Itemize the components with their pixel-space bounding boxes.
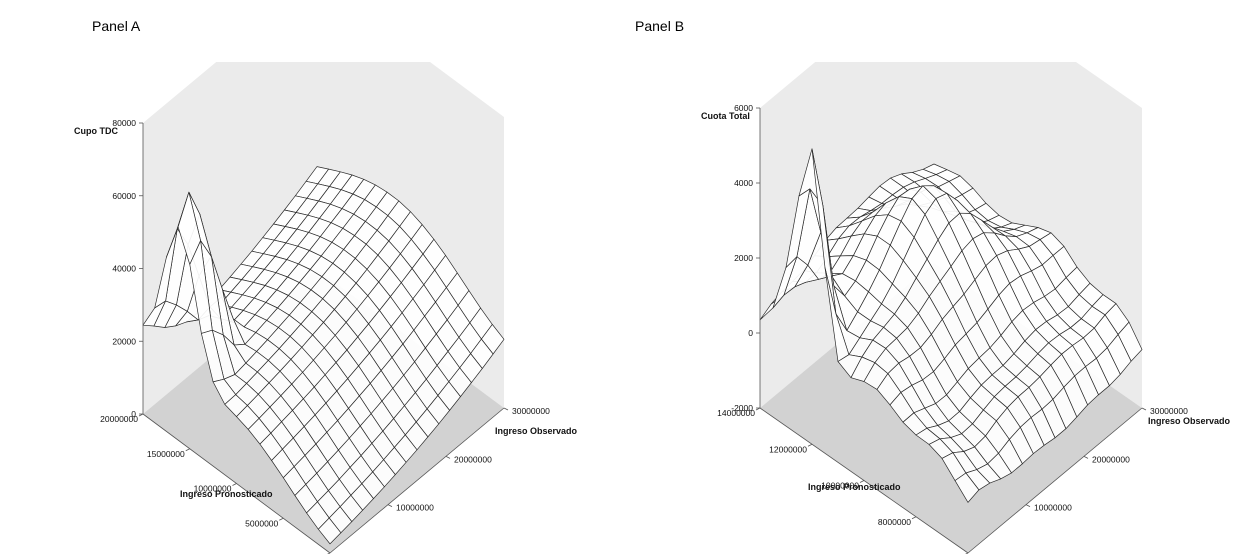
z-tick-label: 40000 — [112, 264, 136, 274]
y-tick-label: 20000000 — [100, 414, 138, 424]
z-tick-label: 80000 — [112, 118, 136, 128]
y-tick-label: 14000000 — [717, 408, 755, 418]
z-axis-label: Cuota Total — [701, 111, 750, 121]
surface-mesh — [142, 166, 505, 545]
y-tick-mark — [327, 552, 331, 554]
x-tick-label: 20000000 — [454, 454, 492, 464]
y-tick-mark — [965, 552, 969, 554]
z-tick-label: 0 — [748, 328, 753, 338]
y-tick-mark — [279, 517, 284, 521]
y-tick-mark — [911, 516, 917, 520]
y-tick-label: 5000000 — [245, 518, 278, 528]
x-tick-mark — [1141, 407, 1147, 411]
x-axis-line — [967, 407, 1143, 554]
y-tick-label: 10000000 — [821, 481, 859, 491]
z-tick-label: 6000 — [734, 103, 753, 113]
y-tick-mark — [232, 483, 237, 486]
y-tick-label: 12000000 — [769, 444, 807, 454]
x-tick-label: 10000000 — [1034, 503, 1072, 513]
x-tick-label: 30000000 — [512, 406, 550, 416]
y-tick-mark — [807, 443, 813, 447]
y-tick-mark — [138, 413, 144, 417]
y-tick-label: 15000000 — [147, 449, 185, 459]
panel-a-title: Panel A — [92, 18, 141, 34]
surface-cell — [954, 472, 980, 503]
y-tick-mark — [185, 448, 190, 452]
x-axis-line — [329, 407, 505, 554]
panel-b-chart-svg: -200002000400060006000000800000010000000… — [701, 62, 1231, 554]
z-tick-label: 20000 — [112, 336, 136, 346]
back-wall-left — [143, 62, 317, 414]
z-tick-label: 2000 — [734, 253, 753, 263]
y-axis-label: Ingreso Pronosticado — [808, 482, 901, 492]
z-tick-label: -2000 — [731, 403, 753, 413]
y-tick-mark — [859, 480, 865, 483]
z-tick-label: 60000 — [112, 191, 136, 201]
y-axis-label: Ingreso Pronosticado — [180, 489, 273, 499]
x-tick-mark — [1025, 504, 1031, 508]
panel-a-surface-plot: 0200004000060000800000500000010000000150… — [10, 62, 615, 554]
x-tick-mark — [445, 455, 451, 459]
x-tick-label: 30000000 — [1150, 406, 1188, 416]
x-tick-mark — [503, 407, 509, 411]
panel-a-chart-svg: 0200004000060000800000500000010000000150… — [74, 62, 578, 554]
panel-b-title: Panel B — [635, 18, 685, 34]
surface-mesh — [759, 148, 1143, 503]
x-tick-label: 20000000 — [1092, 454, 1130, 464]
x-tick-label: 10000000 — [396, 503, 434, 513]
z-tick-label: 4000 — [734, 178, 753, 188]
y-tick-label: 8000000 — [878, 517, 911, 527]
z-axis-label: Cupo TDC — [74, 126, 118, 136]
x-tick-mark — [387, 504, 393, 508]
surface-cell — [317, 517, 342, 545]
panel-b-surface-plot: -200002000400060006000000800000010000000… — [648, 62, 1253, 554]
y-tick-label: 10000000 — [194, 484, 232, 494]
x-axis-label: Ingreso Observado — [1148, 416, 1231, 426]
x-axis-label: Ingreso Observado — [495, 426, 578, 436]
y-tick-mark — [755, 407, 761, 411]
x-tick-mark — [1083, 455, 1089, 459]
z-tick-label: 0 — [131, 409, 136, 419]
